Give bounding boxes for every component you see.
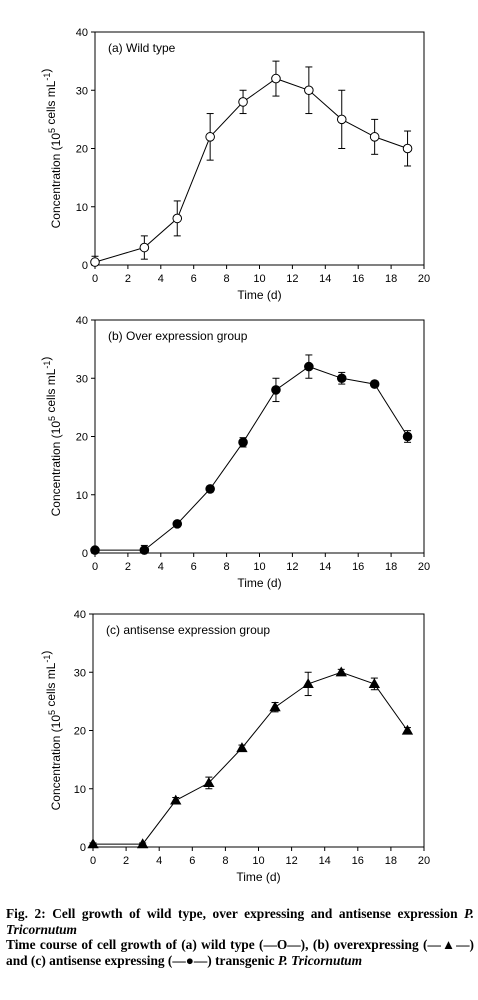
x-axis-label: Time (d) <box>237 288 281 302</box>
data-point <box>271 73 281 84</box>
data-point <box>401 724 414 735</box>
y-tick-label: 20 <box>76 432 88 444</box>
x-tick-label: 8 <box>224 561 230 573</box>
x-tick-label: 12 <box>286 273 298 285</box>
data-point <box>369 132 380 142</box>
series-line <box>95 366 409 551</box>
panel-title: (c) antisense expression group <box>106 623 270 637</box>
data-point <box>203 777 215 788</box>
data-point <box>238 437 248 448</box>
y-axis-label: Concentration (105 cells mL-1) <box>39 357 63 517</box>
x-tick-label: 10 <box>252 855 264 867</box>
x-tick-label: 10 <box>253 273 265 285</box>
data-point <box>269 701 281 712</box>
x-tick-label: 12 <box>285 855 297 867</box>
y-tick-label: 30 <box>76 85 88 97</box>
data-point <box>172 519 183 529</box>
data-point <box>368 678 381 688</box>
x-tick-label: 18 <box>385 855 397 867</box>
data-point <box>336 114 347 125</box>
data-point <box>302 678 314 688</box>
y-tick-label: 20 <box>76 144 88 156</box>
x-tick-label: 20 <box>418 855 430 867</box>
data-point <box>402 431 413 442</box>
data-point <box>205 132 215 142</box>
x-tick-label: 18 <box>385 273 397 285</box>
figure-caption: Fig. 2: Cell growth of wild type, over e… <box>6 906 474 968</box>
plot-frame <box>94 319 425 554</box>
data-point <box>139 545 150 555</box>
x-tick-label: 6 <box>191 561 197 573</box>
series-line <box>93 671 408 845</box>
x-tick-label: 2 <box>123 855 129 867</box>
chart-panel-1: 0 2 4 6 8 10 12 14 16 18 20 0 10 20 30 40 Time (d) Concen… <box>39 27 430 302</box>
y-tick-label: 40 <box>74 609 86 621</box>
x-tick-label: 4 <box>156 855 162 867</box>
data-point <box>139 242 150 253</box>
data-point <box>304 361 314 372</box>
y-tick-label: 40 <box>76 315 88 327</box>
data-point <box>87 838 99 849</box>
x-tick-label: 2 <box>125 561 131 573</box>
data-point <box>90 545 100 555</box>
data-point <box>271 385 281 395</box>
x-axis-label: Time (d) <box>236 870 280 884</box>
x-tick-label: 16 <box>352 273 364 285</box>
x-tick-label: 16 <box>352 561 364 573</box>
data-point <box>136 838 149 849</box>
data-point <box>172 213 183 224</box>
x-tick-label: 8 <box>222 855 228 867</box>
y-tick-label: 30 <box>76 373 88 385</box>
y-tick-label: 10 <box>74 784 86 796</box>
data-point <box>238 97 248 107</box>
y-tick-label: 10 <box>76 202 88 214</box>
x-tick-label: 18 <box>385 561 397 573</box>
x-tick-label: 14 <box>319 855 331 867</box>
x-tick-label: 0 <box>92 273 98 285</box>
data-point <box>336 373 347 384</box>
x-tick-label: 14 <box>319 561 331 573</box>
data-point <box>205 484 215 494</box>
panel-title: (b) Over expression group <box>108 329 248 343</box>
data-point <box>369 379 380 389</box>
x-tick-label: 20 <box>418 273 430 285</box>
x-tick-label: 10 <box>253 561 265 573</box>
x-tick-label: 14 <box>319 273 331 285</box>
caption-description: Time course of cell growth of (a) wild t… <box>6 937 474 968</box>
caption-title: Fig. 2: Cell growth of wild type, over e… <box>6 906 474 937</box>
y-tick-label: 0 <box>82 260 88 272</box>
chart-panel-3: 0 2 4 6 8 10 12 14 16 18 20 0 10 20 30 40 Time (d) Concen… <box>39 609 430 884</box>
data-point <box>335 666 347 677</box>
y-tick-label: 0 <box>82 548 88 560</box>
data-point <box>90 257 100 267</box>
x-axis-label: Time (d) <box>237 576 281 590</box>
chart-panel-2: 0 2 4 6 8 10 12 14 16 18 20 0 10 20 30 40 Time (d) Concen… <box>39 315 430 590</box>
y-tick-label: 10 <box>76 490 88 502</box>
data-point <box>304 85 314 96</box>
data-point <box>170 794 182 805</box>
x-tick-label: 2 <box>125 273 131 285</box>
y-axis-label: Concentration (105 cells mL-1) <box>39 651 63 811</box>
x-tick-label: 16 <box>352 855 364 867</box>
x-tick-label: 0 <box>90 855 96 867</box>
x-tick-label: 12 <box>286 561 298 573</box>
x-tick-label: 8 <box>224 273 230 285</box>
data-point <box>402 143 413 154</box>
x-tick-label: 4 <box>158 561 164 573</box>
y-tick-label: 40 <box>76 27 88 39</box>
plot-frame <box>92 613 425 848</box>
y-tick-label: 30 <box>74 667 86 679</box>
x-tick-label: 0 <box>92 561 98 573</box>
x-tick-label: 4 <box>158 273 164 285</box>
y-tick-label: 20 <box>74 726 86 738</box>
y-tick-label: 0 <box>80 842 86 854</box>
x-tick-label: 20 <box>418 561 430 573</box>
x-tick-label: 6 <box>189 855 195 867</box>
series-line <box>94 78 408 263</box>
x-tick-label: 6 <box>191 273 197 285</box>
y-axis-label: Concentration (105 cells mL-1) <box>39 69 63 229</box>
data-point <box>236 742 248 753</box>
panel-title: (a) Wild type <box>108 41 176 55</box>
